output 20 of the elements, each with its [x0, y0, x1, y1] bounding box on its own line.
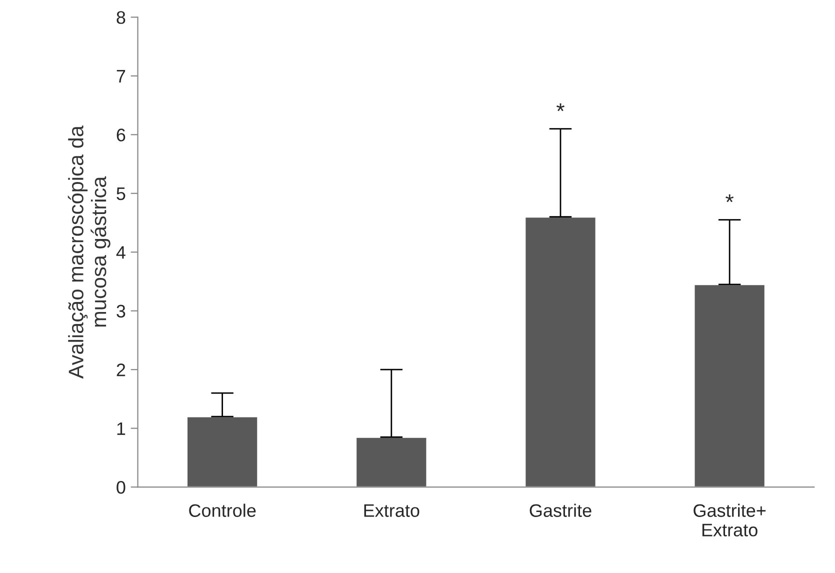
- y-tick-label: 4: [116, 246, 126, 259]
- bar: [186, 416, 259, 488]
- x-tick-label: Gastrite+ Extrato: [694, 504, 766, 536]
- y-tick-label: 5: [116, 188, 126, 200]
- y-axis-title: Avaliação macroscópica da mucosa gástrica: [68, 125, 110, 379]
- x-tick-label: Extrato: [364, 504, 420, 517]
- y-tick-label: 6: [116, 128, 126, 142]
- y-tick-label: 2: [116, 364, 126, 376]
- annotation: *: [556, 103, 564, 112]
- y-tick-label: 3: [116, 304, 126, 318]
- x-tick-label: Gastrite: [530, 504, 592, 517]
- y-tick-label: 7: [116, 70, 126, 82]
- bar: [524, 216, 597, 488]
- annotation: *: [726, 194, 734, 202]
- y-tick-label: 0: [116, 480, 126, 494]
- y-tick-label: 1: [117, 422, 126, 435]
- y-tick-label: 8: [116, 11, 126, 24]
- bar: [693, 284, 766, 488]
- bar: [355, 436, 428, 488]
- x-tick-label: Controle: [189, 504, 256, 517]
